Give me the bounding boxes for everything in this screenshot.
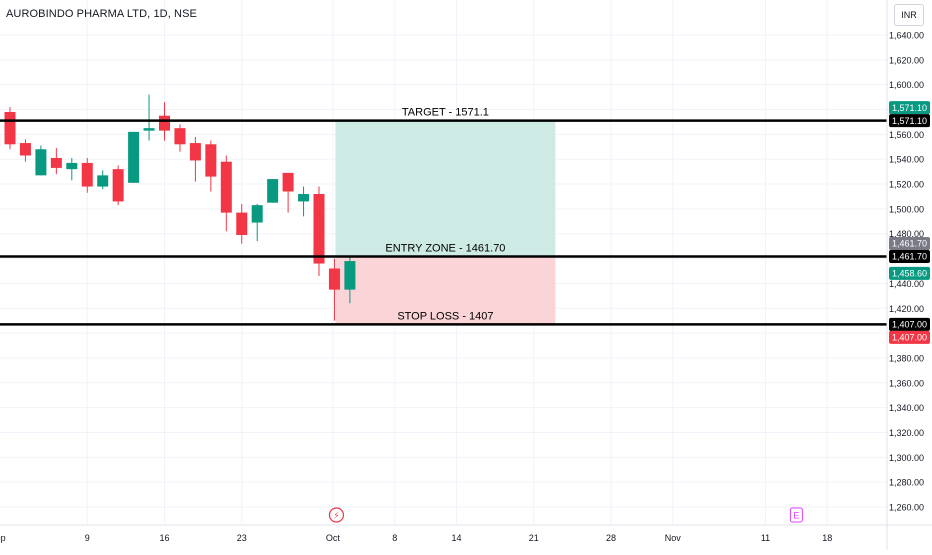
y-tick-label: 1,380.00 (889, 353, 924, 363)
candle-up (144, 128, 155, 130)
target-zone (335, 121, 555, 257)
candle-down (283, 173, 294, 192)
candle-down (314, 194, 325, 264)
candle-down (159, 116, 170, 131)
stop-label: STOP LOSS - 1407 (397, 310, 493, 322)
price-badge-text: 1,461.70 (892, 252, 927, 262)
candle-down (221, 162, 232, 213)
y-tick-label: 1,620.00 (889, 55, 924, 65)
candle-up (128, 132, 139, 183)
x-tick-label: Oct (326, 533, 341, 543)
x-tick-label: 18 (822, 533, 832, 543)
y-tick-label: 1,440.00 (889, 279, 924, 289)
x-tick-label: 21 (529, 533, 539, 543)
price-badge-text: 1,458.60 (892, 269, 927, 279)
y-tick-label: 1,340.00 (889, 403, 924, 413)
candle-down (82, 163, 93, 187)
y-tick-label: 1,540.00 (889, 155, 924, 165)
y-tick-label: 1,260.00 (889, 503, 924, 513)
price-badge-text: 1,571.10 (892, 116, 927, 126)
event-markers[interactable]: ⚡E (329, 508, 802, 522)
y-tick-label: 1,600.00 (889, 80, 924, 90)
y-tick-label: 1,560.00 (889, 130, 924, 140)
x-tick-label: 28 (606, 533, 616, 543)
candle-down (51, 158, 62, 168)
y-tick-label: 1,640.00 (889, 31, 924, 41)
candle-down (236, 213, 247, 235)
x-tick-label: Sep (0, 533, 6, 543)
position-zones (335, 121, 555, 325)
candles (0, 95, 355, 321)
target-label: TARGET - 1571.1 (402, 107, 489, 119)
candle-down (20, 143, 31, 155)
x-tick-label: 23 (237, 533, 247, 543)
x-tick-label: 9 (85, 533, 90, 543)
entry-label: ENTRY ZONE - 1461.70 (385, 242, 505, 254)
y-tick-label: 1,420.00 (889, 304, 924, 314)
y-tick-label: 1,520.00 (889, 180, 924, 190)
x-tick-label: 16 (159, 533, 169, 543)
y-tick-label: 1,500.00 (889, 204, 924, 214)
y-tick-label: 1,300.00 (889, 453, 924, 463)
earnings-event-glyph: E (793, 511, 799, 521)
candle-up (267, 179, 278, 203)
price-badge-text: 1,571.10 (892, 103, 927, 113)
candle-up (344, 261, 355, 290)
dividend-event-glyph: ⚡ (333, 511, 339, 521)
price-badge-text: 1,461.70 (892, 239, 927, 249)
candle-up (252, 205, 263, 222)
candle-up (66, 163, 77, 169)
candle-down (329, 269, 340, 290)
x-tick-label: Nov (665, 533, 682, 543)
candle-down (190, 143, 201, 160)
x-tick-label: 14 (451, 533, 461, 543)
candle-down (174, 128, 185, 144)
candle-up (97, 175, 108, 186)
chart-title: AUROBINDO PHARMA LTD, 1D, NSE (6, 8, 197, 20)
candle-up (35, 149, 46, 175)
time-axis[interactable]: Sep 9 16 23 Oct 8 14 21 28 Nov 11 18 (0, 525, 932, 543)
x-tick-label: 11 (761, 533, 770, 543)
y-tick-label: 1,360.00 (889, 378, 924, 388)
x-tick-label: 8 (392, 533, 397, 543)
currency-selector[interactable]: INR (894, 4, 924, 26)
y-tick-label: 1,320.00 (889, 428, 924, 438)
price-badge-text: 1,407.00 (892, 333, 927, 343)
candle-down (205, 144, 216, 176)
price-badge-text: 1,407.00 (892, 320, 927, 330)
candle-down (5, 112, 16, 144)
y-tick-label: 1,280.00 (889, 478, 924, 488)
candle-up (298, 194, 309, 201)
candle-down (113, 169, 124, 201)
